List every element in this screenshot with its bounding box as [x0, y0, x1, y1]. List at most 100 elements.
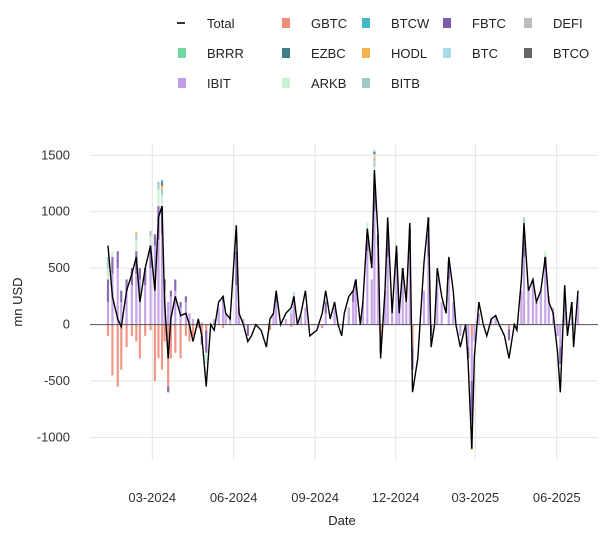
legend-swatch — [524, 48, 532, 58]
x-axis-title: Date — [328, 513, 355, 528]
bar-ibit — [383, 290, 387, 325]
bar-gbtc — [205, 324, 208, 331]
legend-swatch — [282, 48, 290, 58]
bar-ibit — [167, 302, 170, 325]
bar-fbtc — [467, 347, 470, 359]
legend-item-brrr: BRRR — [178, 46, 244, 61]
bar-ibit — [157, 239, 160, 325]
bar-gbtc — [184, 324, 187, 336]
bar-gbtc — [221, 324, 225, 328]
bar-ibit — [422, 290, 426, 325]
legend-swatch — [362, 48, 370, 58]
bar-btc — [292, 291, 295, 297]
bar-fbtc — [522, 234, 526, 257]
bar-gbtc — [169, 324, 172, 359]
bar-ibit — [197, 320, 200, 325]
bar-arkb — [106, 268, 110, 280]
bar-ibit — [539, 290, 542, 325]
bar-bitb — [149, 230, 152, 237]
bar-arkb — [111, 251, 114, 257]
bar-fbtc — [235, 251, 238, 286]
bar-fbtc — [184, 296, 187, 302]
legend-item-btcw: BTCW — [362, 16, 430, 31]
x-tick-labels: 03-2024 06-2024 09-2024 12-2024 03-2025 06-20… — [128, 490, 580, 505]
bar-arkb — [544, 251, 547, 257]
gridlines — [90, 144, 598, 460]
bar-fbtc — [144, 268, 147, 286]
bar-btc — [373, 154, 376, 158]
bar-ibit — [135, 273, 138, 325]
legend-item-gbtc: GBTC — [282, 16, 347, 31]
bar-hodl — [373, 157, 376, 161]
bar-arkb — [157, 189, 160, 207]
bar-gbtc — [106, 324, 110, 336]
bar-ibit — [217, 307, 220, 325]
legend-label: BRRR — [207, 46, 244, 61]
bar-ibit — [370, 279, 373, 325]
bar-ibit — [386, 256, 389, 325]
bar-ibit — [527, 290, 530, 325]
bar-bitb — [106, 256, 110, 269]
legend-label: ARKB — [311, 76, 346, 91]
bar-ibit — [477, 313, 480, 325]
bar-ibit — [576, 296, 580, 325]
bar-ibit — [452, 302, 455, 325]
bar-gbtc — [507, 324, 511, 330]
bar-fbtc — [246, 324, 249, 336]
legend-item-ezbc: EZBC — [282, 46, 346, 61]
bar-ibit — [531, 279, 534, 325]
bar-arkb — [205, 352, 208, 365]
bar-ibit — [125, 290, 128, 325]
total-line — [107, 169, 579, 449]
bar-fbtc — [111, 256, 114, 274]
bar-btc — [290, 309, 293, 314]
bar-bitb — [135, 234, 138, 240]
legend-item-ibit: IBIT — [178, 76, 231, 91]
bar-gbtc — [200, 324, 203, 336]
bar-ibit — [522, 256, 526, 325]
bar-fbtc — [138, 268, 141, 280]
bar-fbtc — [120, 290, 123, 302]
bar-ibit — [188, 313, 191, 325]
bar-gbtc — [111, 324, 114, 376]
bar-ibit — [376, 245, 380, 325]
y-tick-label: 500 — [48, 260, 70, 275]
y-axis-title: mn USD — [10, 277, 25, 326]
bar-fbtc — [125, 279, 128, 291]
bar-fbtc — [324, 302, 327, 314]
bar-ibit — [473, 324, 476, 342]
bar-ibit — [391, 313, 394, 325]
x-tick-label: 06-2025 — [533, 490, 581, 505]
legend-label: BITB — [391, 76, 420, 91]
x-tick-label: 09-2024 — [291, 490, 339, 505]
bar-layer — [106, 150, 580, 450]
bar-ibit — [221, 302, 225, 325]
bar-fbtc — [386, 234, 389, 257]
bar-arkb — [149, 236, 152, 246]
legend-item-btc: BTC — [443, 46, 498, 61]
bar-ibit — [120, 302, 123, 325]
legend-swatch — [362, 78, 370, 88]
bar-ibit — [275, 302, 278, 325]
bar-gbtc — [470, 324, 473, 336]
bar-fbtc — [174, 279, 177, 291]
y-tick-label: 0 — [63, 317, 70, 332]
bar-ibit — [352, 302, 355, 325]
legend: Total GBTC BTCW FBTC DEFI BRRR EZBC HODL BTC BTCO… — [177, 16, 589, 91]
bar-fbtc — [205, 330, 208, 353]
y-tick-label: 1000 — [41, 204, 70, 219]
y-tick-label: -500 — [44, 373, 70, 388]
bar-fbtc — [169, 290, 172, 297]
bar-fbtc — [116, 251, 119, 269]
legend-swatch — [362, 18, 370, 28]
bar-ibit — [366, 251, 369, 325]
legend-label: BTC — [472, 46, 498, 61]
bar-fbtc — [149, 245, 152, 269]
bar-ibit — [544, 268, 547, 325]
bar-bitb — [522, 217, 526, 223]
bar-bitb — [157, 183, 160, 190]
bar-ibit — [116, 268, 119, 325]
bar-fbtc — [352, 290, 355, 302]
bar-ibit — [405, 302, 408, 325]
legend-item-hodl: HODL — [362, 46, 427, 61]
